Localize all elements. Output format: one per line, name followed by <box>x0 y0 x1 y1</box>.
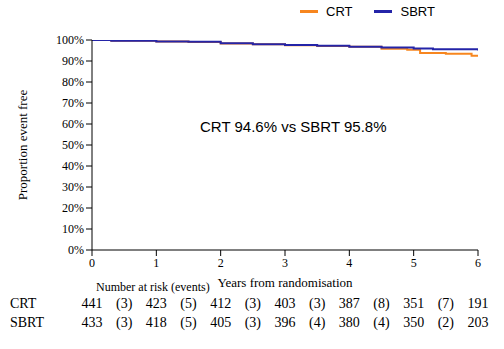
svg-text:4: 4 <box>346 256 352 270</box>
svg-text:0%: 0% <box>68 243 84 257</box>
html-text:(8): (8) <box>373 296 390 311</box>
html-text:(5): (5) <box>180 315 197 330</box>
html-text:CRT: CRT <box>10 296 37 311</box>
svg-text:10%: 10% <box>62 222 84 236</box>
html-text:(3): (3) <box>244 315 261 330</box>
html-text:CRT: CRT <box>326 4 353 19</box>
svg-text:40%: 40% <box>62 159 84 173</box>
html-text:418: 418 <box>145 315 167 330</box>
html-text:(3): (3) <box>309 296 326 311</box>
html-text:(3): (3) <box>244 296 261 311</box>
html-text:(7): (7) <box>437 296 454 311</box>
svg-text:0: 0 <box>89 256 95 270</box>
html-text:405: 405 <box>210 315 232 330</box>
html-text:441: 441 <box>81 296 103 311</box>
html-text:(4): (4) <box>373 315 390 330</box>
svg-text:80%: 80% <box>62 75 84 89</box>
svg-text:20%: 20% <box>62 201 84 215</box>
html-text:Number at risk (events): Number at risk (events) <box>96 280 210 294</box>
html-text:396: 396 <box>274 315 296 330</box>
html-text:(5): (5) <box>180 296 197 311</box>
svg-text:2: 2 <box>218 256 224 270</box>
svg-text:30%: 30% <box>62 180 84 194</box>
html-text:(3): (3) <box>116 315 133 330</box>
html-text:CRT 94.6% vs SBRT 95.8%: CRT 94.6% vs SBRT 95.8% <box>200 118 387 135</box>
html-text:350: 350 <box>403 315 425 330</box>
svg-text:Years from randomisation: Years from randomisation <box>217 275 353 290</box>
html-text:412: 412 <box>210 296 232 311</box>
svg-text:60%: 60% <box>62 117 84 131</box>
html-text:191: 191 <box>467 296 489 311</box>
html-text:203: 203 <box>467 315 489 330</box>
html-text:SBRT: SBRT <box>10 315 45 330</box>
html-text:403: 403 <box>274 296 296 311</box>
svg-text:6: 6 <box>475 256 481 270</box>
svg-text:1: 1 <box>153 256 159 270</box>
svg-text:5: 5 <box>411 256 417 270</box>
svg-text:100%: 100% <box>56 33 84 47</box>
html-text:SBRT: SBRT <box>400 4 435 19</box>
html-text:380: 380 <box>338 315 360 330</box>
html-text:(4): (4) <box>309 315 326 330</box>
svg-text:70%: 70% <box>62 96 84 110</box>
svg-text:90%: 90% <box>62 54 84 68</box>
svg-text:3: 3 <box>282 256 288 270</box>
svg-text:50%: 50% <box>62 138 84 152</box>
html-text:(2): (2) <box>437 315 454 330</box>
html-text:423: 423 <box>145 296 167 311</box>
html-text:433: 433 <box>81 315 103 330</box>
html-text:(3): (3) <box>116 296 133 311</box>
html-text:351: 351 <box>403 296 425 311</box>
svg-text:Proportion event free: Proportion event free <box>15 90 30 201</box>
html-text:387: 387 <box>338 296 360 311</box>
